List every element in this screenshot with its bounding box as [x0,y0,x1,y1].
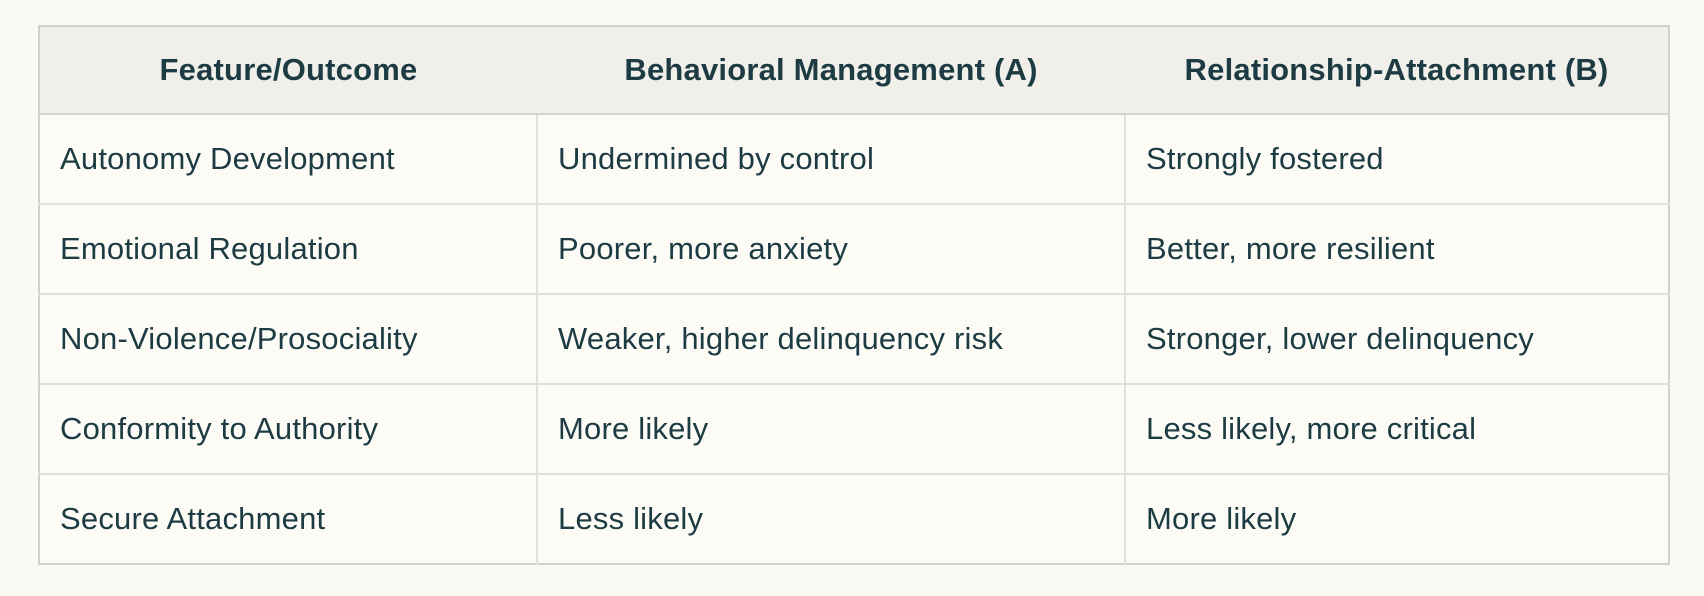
cell-behavioral-management: Less likely [536,473,1125,564]
cell-relationship-attachment: Better, more resilient [1124,203,1669,294]
cell-relationship-attachment: Less likely, more critical [1124,383,1669,474]
table-row-secure-attachment: Secure Attachment Less likely More likel… [39,473,1669,564]
cell-behavioral-management: Undermined by control [536,114,1125,204]
column-header-relationship-attachment: Relationship-Attachment (B) [1125,26,1669,115]
cell-behavioral-management: More likely [536,383,1125,474]
cell-relationship-attachment: More likely [1124,473,1669,564]
comparison-table-container: Feature/Outcome Behavioral Management (A… [38,25,1670,565]
table-row-autonomy-development: Autonomy Development Undermined by contr… [39,114,1669,204]
cell-relationship-attachment: Strongly fostered [1124,114,1669,204]
cell-feature: Emotional Regulation [39,203,537,294]
cell-feature: Autonomy Development [60,141,395,176]
column-header-feature-outcome: Feature/Outcome [39,26,537,115]
cell-behavioral-management: Weaker, higher delinquency risk [536,293,1125,384]
cell-relationship-attachment: Stronger, lower delinquency [1124,293,1669,384]
comparison-table: Feature/Outcome Behavioral Management (A… [38,25,1670,565]
table-row-conformity-to-authority: Conformity to Authority More likely Less… [39,383,1669,474]
cell-feature: Secure Attachment [39,473,537,564]
cell-behavioral-management: Poorer, more anxiety [536,203,1125,294]
cell-feature: Conformity to Authority [39,383,537,474]
table-row-non-violence-prosociality: Non-Violence/Prosociality Weaker, higher… [39,293,1669,384]
column-header-behavioral-management: Behavioral Management (A) [537,26,1125,115]
cell-feature: Non-Violence/Prosociality [39,293,537,384]
header-row: Feature/Outcome Behavioral Management (A… [39,26,1669,115]
table-row-emotional-regulation: Emotional Regulation Poorer, more anxiet… [39,203,1669,294]
